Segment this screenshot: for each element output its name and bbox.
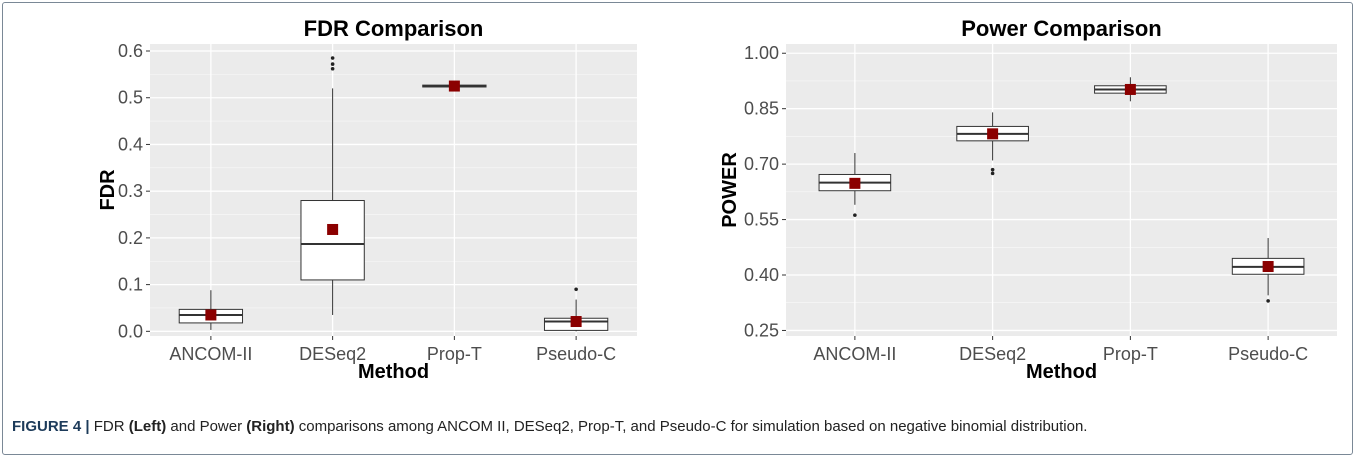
caption-right-label: (Right) [246, 418, 295, 435]
outlier-point [330, 66, 335, 71]
x-axis-label: Method [358, 361, 429, 383]
boxplot-deseq2 [956, 112, 1029, 176]
mean-marker [1124, 83, 1136, 95]
y-tick-label: 0.1 [118, 275, 143, 295]
caption-left-label: (Left) [128, 418, 167, 435]
outlier-point [330, 62, 335, 66]
outlier-point [990, 171, 995, 176]
mean-marker [205, 309, 217, 321]
x-tick-label: ANCOM-II [169, 344, 252, 364]
boxplot-deseq2 [300, 56, 365, 315]
chart-title: FDR Comparison [304, 16, 484, 41]
x-tick-label: Prop-T [427, 344, 482, 364]
mean-marker [570, 316, 582, 328]
boxplot-pseudo-c [1231, 238, 1305, 303]
y-axis-label: POWER [720, 152, 741, 228]
caption-text-3: comparisons among ANCOM II, DESeq2, Prop… [294, 418, 1088, 435]
y-tick-label: 0.0 [118, 321, 143, 341]
mean-marker [327, 223, 339, 235]
y-tick-label: 0.55 [744, 210, 779, 230]
y-tick-label: 0.40 [744, 265, 779, 285]
mean-marker [1262, 261, 1274, 273]
y-tick-label: 0.2 [118, 228, 143, 248]
outlier-point [1266, 299, 1270, 303]
caption-text-2: and Power [166, 418, 247, 435]
fdr-comparison-chart: 0.0 0.1 0.2 0.3 0.4 0.5 0.6 ANCOM-II DESeq2 Prop-… [100, 16, 637, 383]
plot-panel [150, 44, 637, 336]
y-tick-label: 0.25 [744, 320, 779, 340]
y-axis-label: FDR [100, 169, 119, 211]
mean-marker [448, 80, 460, 92]
boxplot-ancom-ii [818, 153, 892, 217]
caption-figure-label: FIGURE 4 | [12, 418, 90, 435]
mean-marker [987, 128, 999, 140]
iqr-box [300, 200, 365, 281]
y-tick-label: 0.4 [118, 134, 143, 154]
boxplot-prop-t [1094, 77, 1167, 102]
figure-caption: FIGURE 4 | FDR (Left) and Power (Right) … [12, 418, 1087, 435]
boxplot-pseudo-c [543, 287, 609, 332]
y-tick-label: 0.85 [744, 99, 779, 119]
y-tick-label: 0.5 [118, 88, 143, 108]
mean-marker [849, 177, 861, 189]
power-comparison-chart: 0.25 0.40 0.55 0.70 0.85 1.00 ANCOM-II DESeq2 Pr… [720, 16, 1337, 383]
x-tick-label: ANCOM-II [813, 344, 896, 364]
outlier-point [330, 56, 335, 60]
x-axis-label: Method [1026, 361, 1097, 383]
caption-text-1: FDR [89, 418, 129, 435]
outlier-point [853, 213, 857, 217]
outlier-point [990, 167, 995, 172]
y-tick-label: 0.3 [118, 181, 143, 201]
boxplot-ancom-ii [178, 290, 244, 330]
boxplot-prop-t [422, 80, 487, 92]
chart-title: Power Comparison [961, 16, 1161, 41]
y-tick-label: 1.00 [744, 43, 779, 63]
outlier-point [574, 287, 578, 292]
x-tick-label: Pseudo-C [536, 344, 616, 364]
x-tick-label: Prop-T [1103, 344, 1158, 364]
x-tick-label: DESeq2 [299, 344, 366, 364]
x-tick-label: DESeq2 [959, 344, 1026, 364]
x-tick-label: Pseudo-C [1228, 344, 1308, 364]
y-tick-label: 0.70 [744, 154, 779, 174]
y-tick-label: 0.6 [118, 41, 143, 61]
